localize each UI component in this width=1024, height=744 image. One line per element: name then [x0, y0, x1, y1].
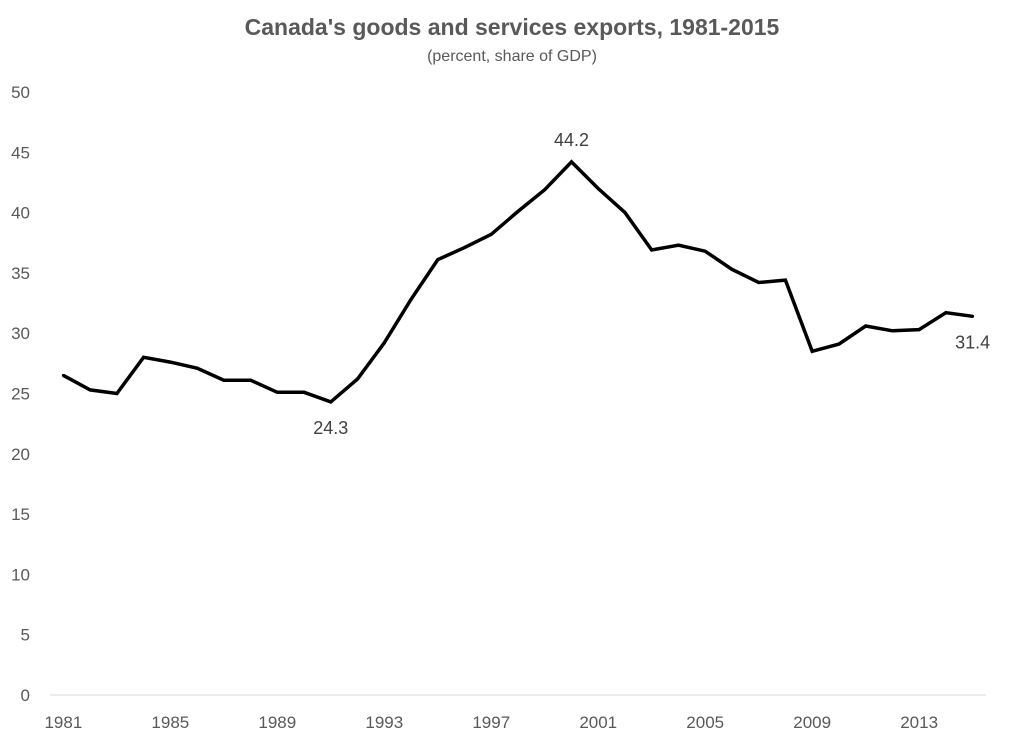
data-point-1995: [436, 258, 440, 262]
data-label-2000: 44.2: [554, 130, 589, 150]
data-point-2011: [864, 324, 868, 328]
data-point-2010: [837, 342, 841, 346]
data-labels: 24.3 44.2 31.4: [313, 130, 990, 438]
chart-subtitle: (percent, share of GDP): [427, 48, 597, 65]
data-point-1993: [382, 341, 386, 345]
data-point-1998: [516, 209, 520, 213]
data-point-1992: [356, 377, 360, 381]
y-tick-label-10: 10: [11, 565, 30, 584]
x-axis-ticks: 1981 1985 1989 1993 1997 2001 2005 2009 2013: [44, 713, 938, 732]
data-point-1984: [142, 355, 146, 359]
data-point-2002: [623, 211, 627, 215]
y-tick-label-45: 45: [11, 143, 30, 162]
x-tick-label-1997: 1997: [472, 713, 510, 732]
data-point-1990: [302, 390, 306, 394]
data-point-2000: [569, 160, 573, 164]
x-tick-label-1993: 1993: [365, 713, 403, 732]
data-point-2013: [917, 328, 921, 332]
chart-title: Canada's goods and services exports, 198…: [244, 14, 780, 40]
series-line-exports: [62, 159, 973, 404]
data-point-1994: [409, 297, 413, 301]
x-tick-label-1981: 1981: [44, 713, 82, 732]
data-point-1987: [222, 378, 226, 382]
y-tick-label-0: 0: [21, 686, 30, 705]
y-tick-label-50: 50: [11, 83, 30, 102]
data-point-2009: [810, 349, 814, 353]
data-point-2001: [596, 186, 600, 190]
y-tick-label-30: 30: [11, 324, 30, 343]
y-tick-label-15: 15: [11, 505, 30, 524]
data-point-1985: [168, 360, 172, 364]
x-tick-label-1989: 1989: [258, 713, 296, 732]
data-point-1988: [249, 378, 253, 382]
series-points: [61, 160, 975, 404]
data-point-1981: [61, 373, 65, 377]
x-tick-label-2013: 2013: [900, 713, 938, 732]
data-point-2006: [730, 267, 734, 271]
data-point-2012: [890, 329, 894, 333]
y-tick-label-5: 5: [21, 626, 30, 645]
data-point-1996: [463, 246, 467, 250]
data-point-1983: [115, 392, 119, 395]
data-point-2014: [944, 311, 948, 315]
data-point-1982: [88, 388, 92, 392]
y-tick-label-35: 35: [11, 264, 30, 283]
y-tick-label-40: 40: [11, 204, 30, 223]
data-point-2007: [757, 281, 761, 285]
data-point-1991: [329, 400, 333, 404]
data-point-2008: [783, 278, 787, 282]
y-tick-label-20: 20: [11, 445, 30, 464]
data-point-2003: [650, 248, 654, 252]
x-tick-label-1985: 1985: [151, 713, 189, 732]
data-point-1999: [543, 188, 547, 192]
data-point-2015: [971, 314, 975, 318]
data-point-2005: [703, 249, 707, 253]
x-tick-label-2001: 2001: [579, 713, 617, 732]
data-point-1989: [275, 390, 279, 394]
data-point-1997: [489, 232, 493, 236]
data-label-1991: 24.3: [313, 418, 348, 438]
y-axis-ticks: 0 5 10 15 20 25 30 35 40 45 50: [11, 83, 30, 705]
data-label-2015: 31.4: [955, 332, 990, 352]
x-tick-label-2009: 2009: [793, 713, 831, 732]
data-point-2004: [676, 243, 680, 247]
y-tick-label-25: 25: [11, 385, 30, 404]
x-tick-label-2005: 2005: [686, 713, 724, 732]
data-point-1986: [195, 366, 199, 370]
